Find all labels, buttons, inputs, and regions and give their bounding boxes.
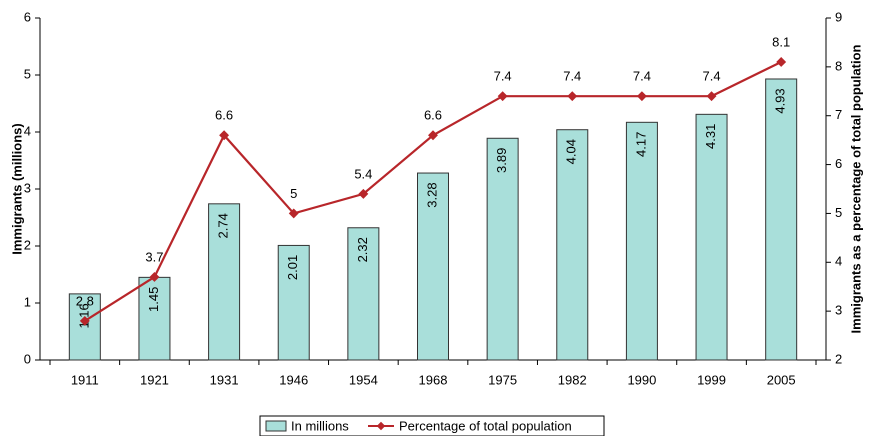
y2-tick-label: 7 <box>835 107 842 122</box>
y2-tick-label: 5 <box>835 205 842 220</box>
legend-box <box>259 415 605 436</box>
line-point <box>776 57 787 67</box>
y-tick-label: 4 <box>24 123 31 138</box>
x-tick-label: 1911 <box>71 372 99 387</box>
x-tick-label: 1968 <box>419 372 448 387</box>
line-value-label: 7.4 <box>633 69 651 84</box>
legend-label: Percentage of total population <box>399 418 572 433</box>
line-value-label: 5.4 <box>354 166 372 181</box>
bar <box>695 113 728 361</box>
line-point <box>706 91 717 102</box>
line-point <box>497 91 508 102</box>
x-tick-label: 1999 <box>697 372 726 387</box>
y-tick-label: 3 <box>24 180 31 195</box>
y-tick-label: 6 <box>24 9 31 24</box>
y2-tick-label: 4 <box>835 254 842 269</box>
bar <box>68 293 101 361</box>
y-tick-label: 2 <box>24 237 31 252</box>
line-value-label: 5 <box>290 186 297 201</box>
x-tick-label: 1982 <box>558 372 587 387</box>
bar-value-label: 2.01 <box>285 255 300 280</box>
x-tick-label: 1921 <box>140 372 169 387</box>
legend-swatch <box>265 420 287 432</box>
bar <box>277 244 310 361</box>
line-point <box>567 91 578 102</box>
line-value-label: 2.8 <box>76 293 94 308</box>
y2-tick-label: 8 <box>835 58 842 73</box>
x-tick-label: 1975 <box>488 372 517 387</box>
bar-value-label: 1.45 <box>146 287 161 312</box>
line-point <box>149 271 160 282</box>
bar-value-label: 4.17 <box>633 132 648 157</box>
bar <box>138 276 171 361</box>
line-value-label: 8.1 <box>772 34 790 49</box>
bar <box>556 129 589 361</box>
line-value-label: 7.4 <box>494 69 512 84</box>
x-tick-label: 1946 <box>279 372 308 387</box>
legend-swatch-point <box>376 421 386 431</box>
line-value-label: 6.6 <box>424 108 442 123</box>
x-tick-label: 1954 <box>349 372 378 387</box>
x-tick-label: 1931 <box>210 372 239 387</box>
bar <box>625 121 658 361</box>
line-point <box>358 188 369 199</box>
legend: In millions Percentage of total populatio… <box>259 415 605 436</box>
y-axis-title: Immigrants (millions) <box>9 123 24 254</box>
y2-tick-label: 9 <box>835 9 842 24</box>
bar-value-label: 4.93 <box>773 88 788 113</box>
line-point <box>219 130 230 141</box>
bar <box>486 137 519 361</box>
line-point <box>428 130 438 141</box>
bar <box>347 227 380 361</box>
x-tick-label: 2005 <box>767 372 796 387</box>
bar <box>765 78 798 361</box>
bar-value-label: 2.32 <box>355 237 370 262</box>
bar <box>417 172 449 361</box>
bar-value-label: 2.74 <box>216 213 231 238</box>
bar-value-label: 3.89 <box>494 148 509 173</box>
y2-axis-title: Immigrants as a percentage of total popu… <box>848 44 863 333</box>
y-tick-label: 5 <box>24 66 31 81</box>
bar <box>208 203 241 361</box>
line-value-label: 6.6 <box>215 108 233 123</box>
legend-label: In millions <box>291 418 349 433</box>
bar-value-label: 4.31 <box>703 124 718 149</box>
y2-tick-label: 6 <box>835 156 842 171</box>
line-value-label: 7.4 <box>563 69 581 84</box>
line-point <box>636 91 647 102</box>
line-value-label: 7.4 <box>703 69 721 84</box>
y2-tick-label: 2 <box>835 351 842 366</box>
y-tick-label: 0 <box>24 351 31 366</box>
bar-value-label: 4.04 <box>564 139 579 164</box>
line-value-label: 3.7 <box>145 249 163 264</box>
y2-tick-label: 3 <box>835 303 842 318</box>
bar-value-label: 3.28 <box>424 182 439 207</box>
x-tick-label: 1990 <box>627 372 656 387</box>
y-tick-label: 1 <box>24 294 31 309</box>
line-point <box>288 208 299 219</box>
